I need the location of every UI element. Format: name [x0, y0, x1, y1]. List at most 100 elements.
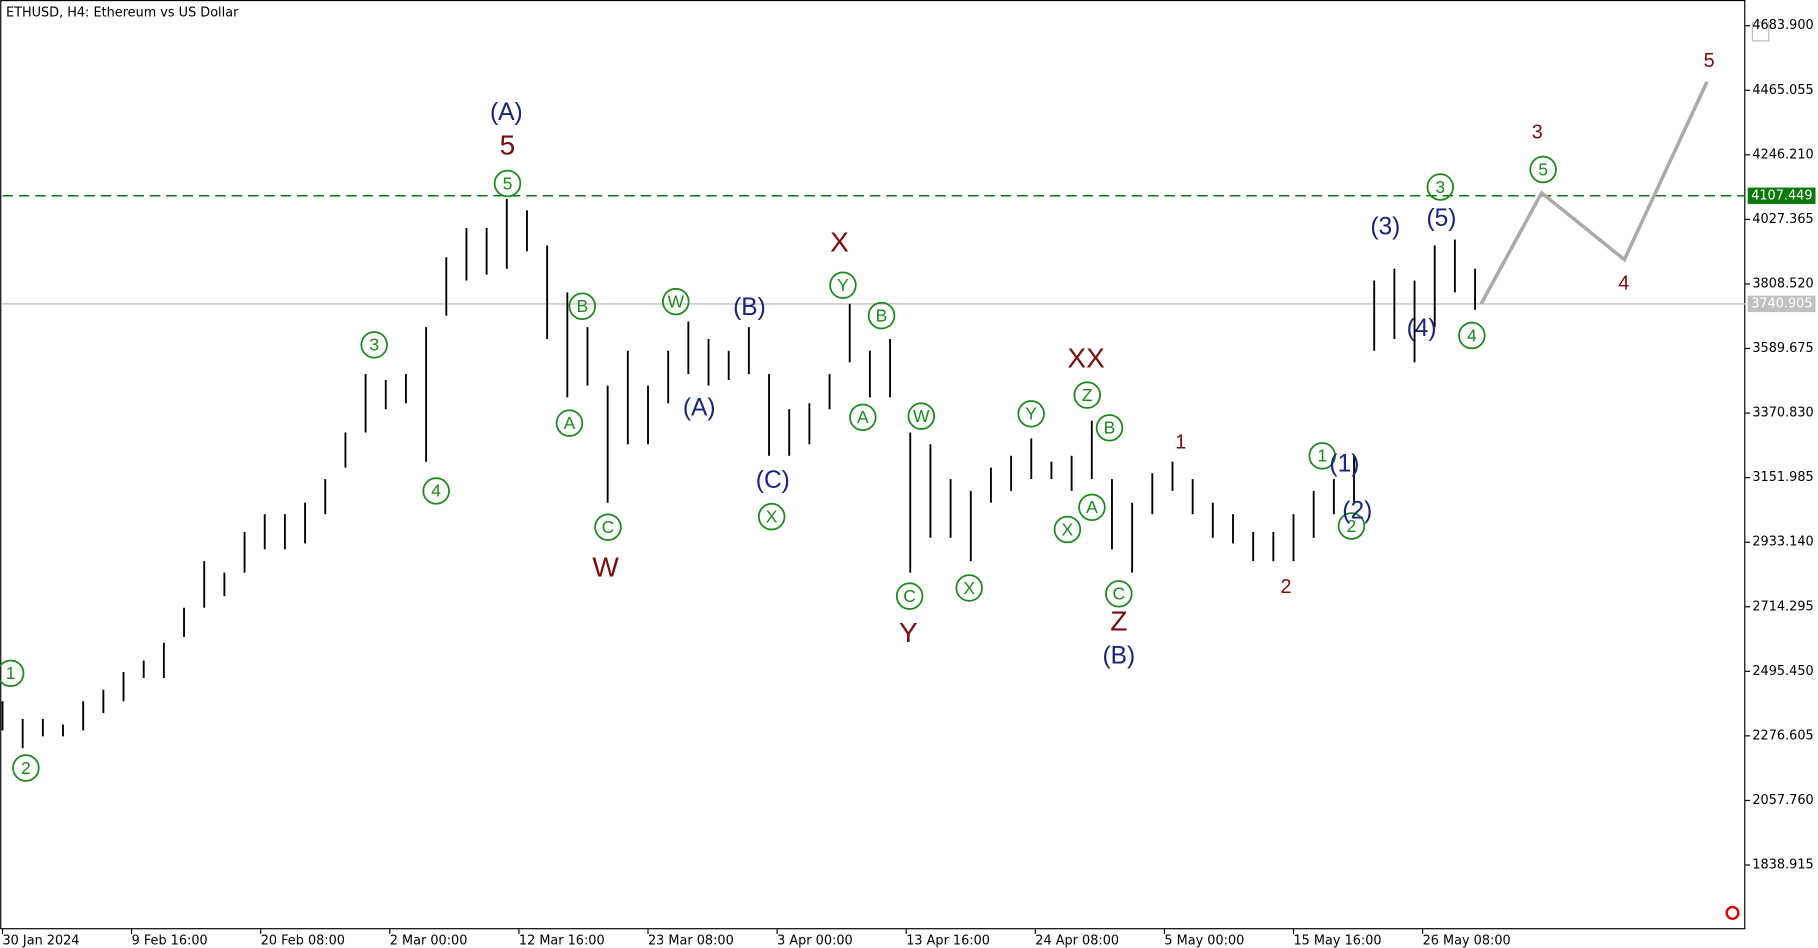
wave-circle — [568, 292, 597, 320]
wave-circle — [907, 402, 936, 430]
wave-label: (B) — [733, 294, 766, 321]
y-tick-label: 4246.210 — [1752, 147, 1813, 162]
wave-label: 2 — [21, 758, 31, 778]
wave-label: X — [766, 506, 778, 526]
wave-circle — [662, 287, 690, 316]
wave-label: XX — [1067, 342, 1105, 373]
wave-label: W — [592, 552, 619, 583]
wave-circle — [360, 331, 388, 359]
wave-circle — [1337, 512, 1366, 540]
trade-icon[interactable] — [1751, 21, 1770, 42]
y-tick-label: 4683.900 — [1752, 18, 1813, 33]
y-tick-label: 3151.985 — [1752, 470, 1813, 485]
wave-circle — [12, 754, 40, 782]
wave-label: (2) — [1342, 497, 1372, 524]
wave-label: C — [1112, 584, 1125, 604]
wave-circle — [867, 301, 896, 330]
y-tick-label: 2276.605 — [1752, 728, 1813, 743]
wave-label: 4 — [1618, 272, 1629, 294]
wave-label: Y — [837, 275, 849, 295]
wave-label: 2 — [1280, 576, 1291, 598]
wave-label: C — [903, 586, 916, 606]
y-tick-label: 4465.055 — [1752, 83, 1813, 98]
wave-label: (4) — [1407, 315, 1437, 342]
wave-label: Y — [899, 617, 918, 648]
y-tick-label: 2057.760 — [1752, 793, 1813, 808]
wave-label: 1 — [1175, 431, 1186, 453]
wave-label: W — [668, 291, 685, 311]
wave-circle — [0, 659, 25, 688]
x-tick-label: 26 May 08:00 — [1423, 933, 1511, 948]
y-tick-label: 2714.295 — [1752, 599, 1813, 614]
wave-label: (C) — [756, 467, 790, 494]
x-tick-label: 13 Apr 16:00 — [906, 933, 990, 948]
wave-circle — [829, 271, 857, 299]
wave-label: B — [876, 305, 888, 325]
y-tick-label: 3808.520 — [1752, 276, 1813, 291]
wave-circle — [1529, 155, 1557, 184]
wave-label: X — [830, 227, 849, 258]
wave-label: 5 — [1704, 50, 1715, 72]
wave-label: 5 — [500, 130, 516, 161]
wave-label: A — [564, 413, 576, 433]
x-tick-label: 12 Mar 16:00 — [519, 933, 605, 948]
y-tick-label: 4027.365 — [1752, 212, 1813, 227]
wave-label: 2 — [1347, 516, 1357, 536]
wave-circle — [895, 582, 924, 610]
alert-icon[interactable] — [1725, 905, 1740, 920]
x-tick-label: 5 May 00:00 — [1164, 933, 1244, 948]
wave-label: 3 — [1435, 177, 1445, 197]
chart-title: ETHUSD, H4: Ethereum vs US Dollar — [6, 5, 239, 20]
x-tick-label: 24 Apr 08:00 — [1035, 933, 1119, 948]
x-tick-label: 9 Feb 16:00 — [132, 933, 208, 948]
wave-label: (A) — [683, 395, 716, 422]
wave-label: B — [576, 296, 588, 316]
wave-label: X — [1062, 519, 1074, 539]
wave-circle — [1426, 173, 1455, 201]
wave-circle — [555, 409, 584, 437]
price-level-label: 4107.449 — [1751, 188, 1812, 203]
wave-label: C — [602, 517, 615, 537]
y-tick-label: 1838.915 — [1752, 858, 1813, 873]
wave-circle — [1308, 442, 1336, 470]
wave-label: W — [913, 406, 930, 426]
wave-label: A — [1086, 497, 1098, 517]
wave-label: Z — [1110, 605, 1127, 636]
wave-label: 5 — [1538, 159, 1548, 179]
wave-circle — [1073, 381, 1101, 409]
wave-label: 1 — [1317, 446, 1327, 466]
y-tick-label: 3370.830 — [1752, 406, 1813, 421]
x-tick-label: 30 Jan 2024 — [2, 933, 79, 948]
wave-label: (1) — [1329, 451, 1359, 478]
wave-circle — [955, 574, 983, 602]
wave-label: (3) — [1370, 213, 1400, 240]
x-tick-label: 20 Feb 08:00 — [261, 933, 345, 948]
x-tick-label: 23 Mar 08:00 — [648, 933, 734, 948]
wave-circle — [1095, 414, 1124, 442]
y-tick-label: 3589.675 — [1752, 341, 1813, 356]
wave-circle — [1078, 493, 1106, 522]
wave-circle — [1458, 321, 1486, 350]
wave-label: 5 — [503, 173, 513, 193]
y-tick-label: 2495.450 — [1752, 664, 1813, 679]
wave-label: X — [963, 578, 975, 598]
plot-frame — [0, 0, 1746, 930]
price-level-box — [1747, 295, 1816, 313]
wave-circle — [1053, 515, 1082, 544]
wave-label: 1 — [6, 663, 16, 683]
wave-circle — [1105, 580, 1133, 608]
wave-circle — [493, 169, 522, 198]
wave-label: (B) — [1102, 642, 1135, 669]
wave-circle — [422, 477, 450, 505]
wave-circle — [1017, 400, 1045, 428]
price-level-label: 3740.905 — [1751, 296, 1812, 311]
wave-circle — [594, 513, 622, 541]
wave-label: 3 — [369, 335, 379, 355]
wave-label: 3 — [1532, 122, 1543, 144]
wave-label: Y — [1025, 404, 1037, 424]
wave-label: 4 — [1467, 325, 1477, 345]
x-tick-label: 15 May 16:00 — [1294, 933, 1382, 948]
price-level-box — [1747, 187, 1816, 204]
wave-circle — [757, 502, 786, 531]
